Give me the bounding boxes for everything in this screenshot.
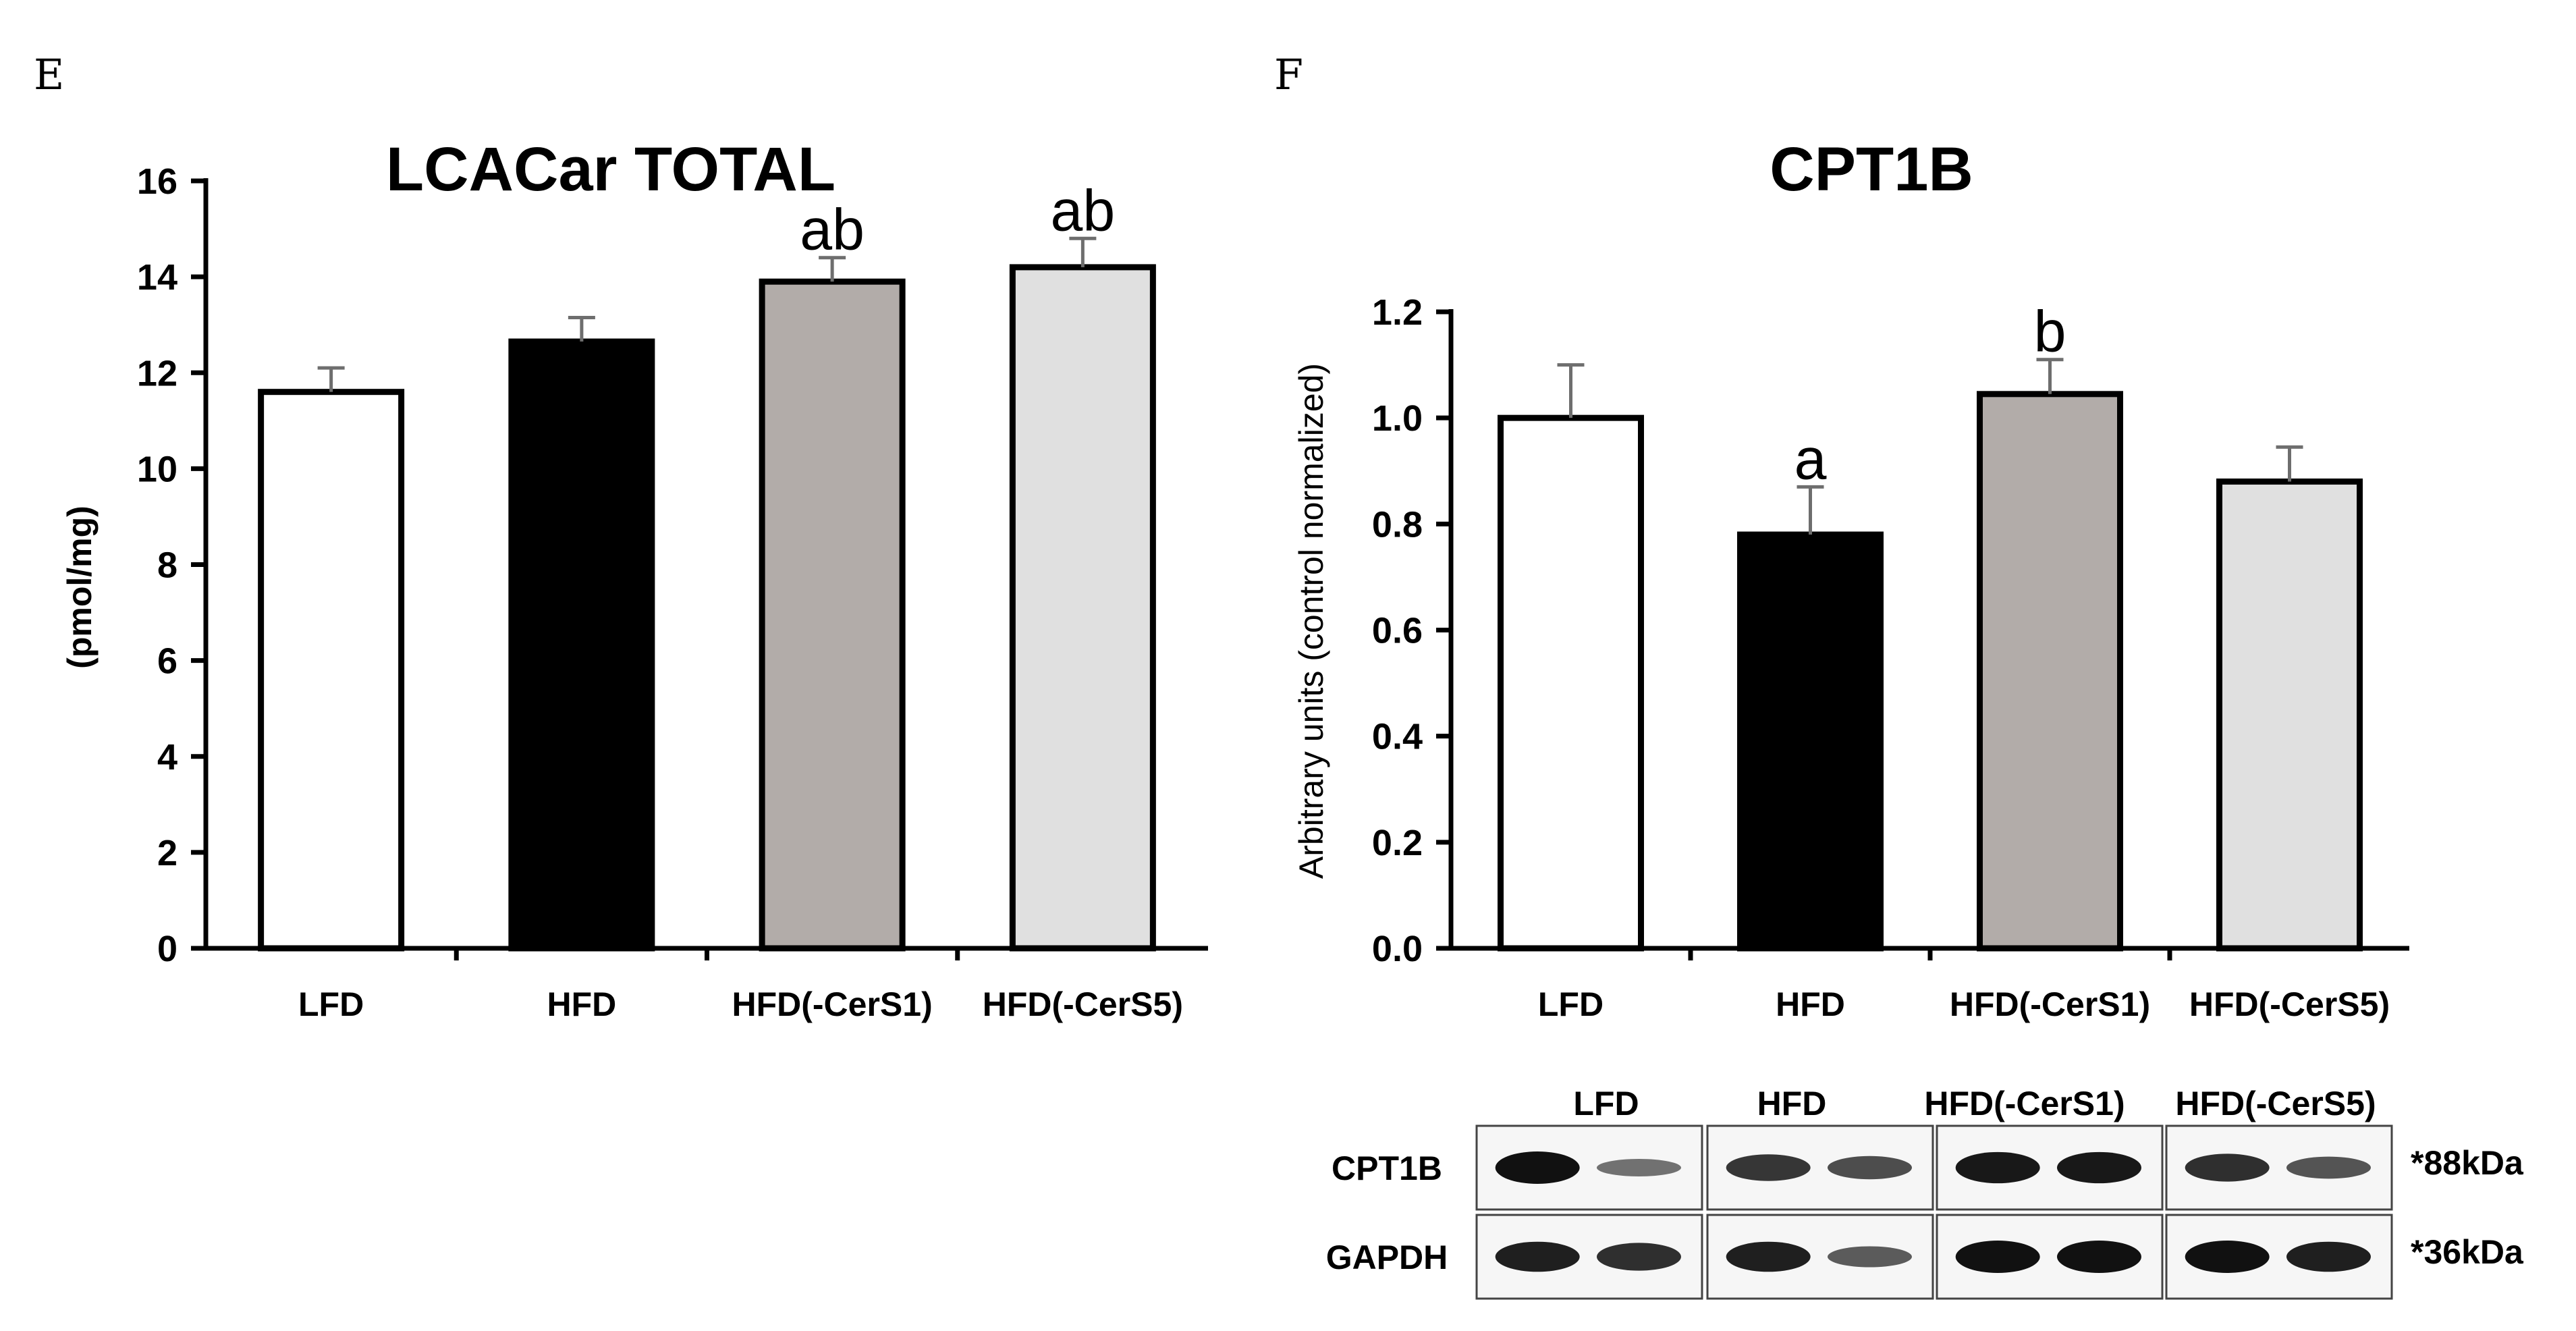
e-significance-label: ab	[1051, 178, 1116, 243]
f-error-bar	[2276, 445, 2303, 482]
e-ytick-label: 0	[157, 929, 177, 969]
e-category-label: LFD	[298, 985, 364, 1023]
e-error-bar	[317, 366, 345, 392]
f-ytick-label: 0.8	[1372, 504, 1423, 545]
e-bar-lfd	[258, 389, 405, 952]
blot-group-label: LFD	[1573, 1085, 1639, 1122]
f-ytick-label: 1.2	[1372, 292, 1423, 333]
e-bar-hfd-cers5-	[1009, 264, 1156, 952]
f-ytick-label: 0.0	[1372, 929, 1423, 969]
blot-band	[2185, 1153, 2270, 1182]
e-ytick-label: 6	[157, 641, 177, 682]
blot-band	[1726, 1241, 1811, 1272]
blot-size-label: *88kDa	[2411, 1144, 2524, 1182]
f-ytick-label: 0.2	[1372, 823, 1423, 863]
chart-lcacar-total: LCACar TOTAL (pmol/mg) 0 2 4 6 8 10 12 14 16 ab a…	[61, 135, 1208, 1023]
panel-letter-f: F	[1274, 50, 1303, 99]
panel-letter-e: E	[34, 50, 64, 99]
blot-band	[1495, 1151, 1580, 1184]
f-error-bar	[2036, 358, 2064, 394]
f-category-label: HFD(-CerS1)	[1950, 985, 2150, 1023]
e-bar-hfd-cers1-	[759, 278, 906, 952]
e-error-bar	[568, 316, 595, 342]
blot-size-label: *36kDa	[2411, 1233, 2524, 1271]
e-category-label: HFD(-CerS5)	[983, 985, 1183, 1023]
blot-band	[1955, 1241, 2040, 1273]
blot-group-label: HFD(-CerS1)	[1924, 1085, 2125, 1122]
e-ytick-label: 16	[137, 161, 177, 202]
f-ytick-label: 0.4	[1372, 717, 1423, 757]
e-ytick-label: 4	[157, 737, 177, 778]
f-significance-label: a	[1794, 427, 1827, 491]
blot-band	[1827, 1156, 1912, 1180]
blot-band	[2056, 1151, 2141, 1184]
e-significance-label: ab	[800, 198, 865, 263]
f-category-label: LFD	[1538, 985, 1604, 1023]
e-ytick-label: 2	[157, 833, 177, 873]
blot-band	[2056, 1241, 2141, 1273]
f-significance-label: b	[2034, 300, 2066, 364]
f-ytick-label: 0.6	[1372, 611, 1423, 651]
chart-e-title: LCACar TOTAL	[386, 135, 835, 204]
chart-f-ylabel: Arbitrary units (control normalized)	[1292, 363, 1330, 879]
f-category-label: HFD	[1776, 985, 1845, 1023]
blot-band	[1726, 1154, 1811, 1181]
blot-group-label: HFD(-CerS5)	[2175, 1085, 2376, 1122]
chart-cpt1b: CPT1B Arbitrary units (control normalize…	[1292, 135, 2409, 1023]
blot-band	[2286, 1156, 2371, 1179]
e-ytick-label: 14	[137, 257, 177, 298]
e-ytick-label: 12	[137, 353, 177, 393]
f-bar-hfd	[1737, 531, 1884, 952]
blot-band	[1495, 1241, 1580, 1272]
blot-band	[1955, 1151, 2040, 1184]
blot-band	[2286, 1241, 2371, 1272]
blot-row-label: GAPDH	[1326, 1239, 1448, 1276]
e-ytick-label: 8	[157, 545, 177, 586]
f-error-bar	[1557, 363, 1585, 418]
e-ytick-label: 10	[137, 449, 177, 489]
blot-band	[1596, 1243, 1681, 1271]
western-blot: LFD HFD HFD(-CerS1) HFD(-CerS5) CPT1B *88kDa G…	[1326, 1085, 2524, 1300]
e-category-label: HFD	[547, 985, 616, 1023]
f-error-bar	[1797, 485, 1824, 535]
chart-e-ylabel: (pmol/mg)	[61, 506, 99, 669]
f-ytick-label: 1.0	[1372, 398, 1423, 439]
blot-band	[1827, 1246, 1912, 1268]
e-error-bar	[1069, 236, 1097, 267]
blot-band	[1596, 1159, 1681, 1176]
blot-row-label: CPT1B	[1332, 1149, 1442, 1187]
blot-band	[2185, 1241, 2270, 1273]
f-category-label: HFD(-CerS5)	[2189, 985, 2390, 1023]
e-error-bar	[819, 256, 846, 282]
chart-f-title: CPT1B	[1770, 135, 1973, 204]
e-bar-hfd	[508, 338, 655, 952]
blot-group-label: HFD	[1757, 1085, 1827, 1122]
f-bar-hfd-cers5-	[2216, 478, 2363, 952]
e-category-label: HFD(-CerS1)	[732, 985, 933, 1023]
f-bar-hfd-cers1-	[1977, 391, 2123, 952]
f-bar-lfd	[1498, 414, 1644, 952]
